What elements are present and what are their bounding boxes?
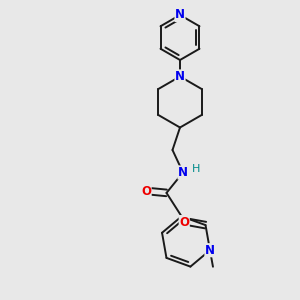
Text: H: H <box>191 164 200 174</box>
Text: O: O <box>141 185 151 198</box>
Text: N: N <box>178 166 188 179</box>
Text: N: N <box>205 244 215 257</box>
Text: N: N <box>175 8 185 22</box>
Text: N: N <box>175 70 185 83</box>
Text: O: O <box>179 216 189 229</box>
